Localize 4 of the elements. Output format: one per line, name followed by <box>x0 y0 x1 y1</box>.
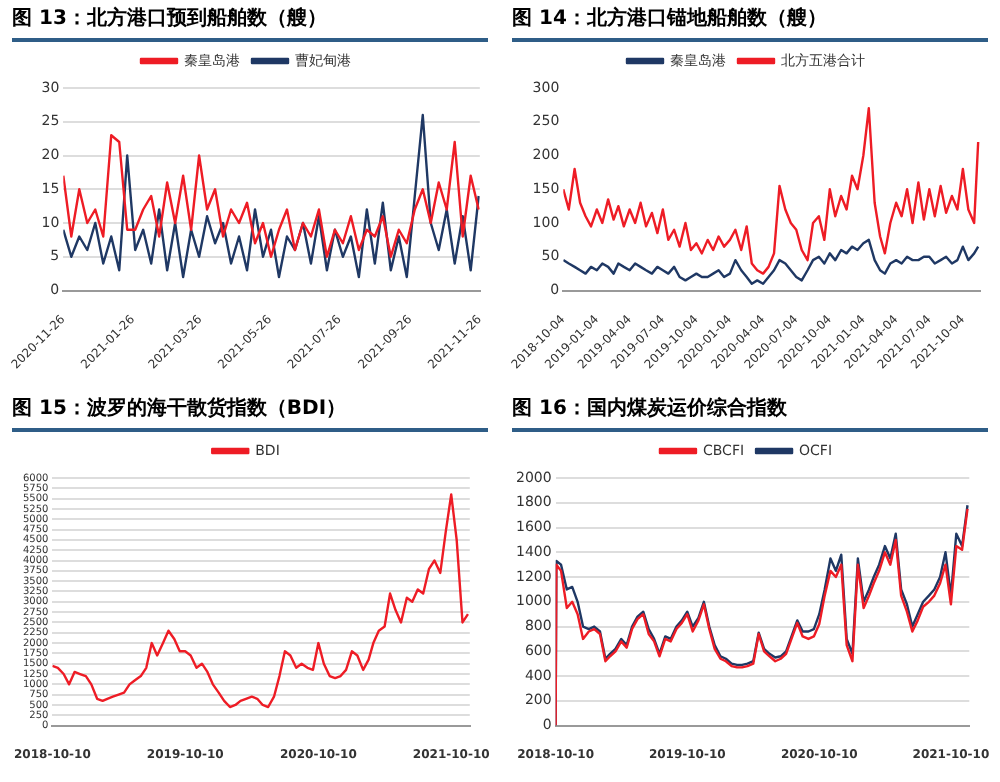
chart-title: 图 14：北方港口锚地船舶数（艘） <box>512 4 988 42</box>
chart-title: 图 15：波罗的海干散货指数（BDI） <box>12 394 488 432</box>
chart-title: 图 13：北方港口预到船舶数（艘） <box>12 4 488 42</box>
chart-title: 图 16：国内煤炭运价综合指数 <box>512 394 988 432</box>
